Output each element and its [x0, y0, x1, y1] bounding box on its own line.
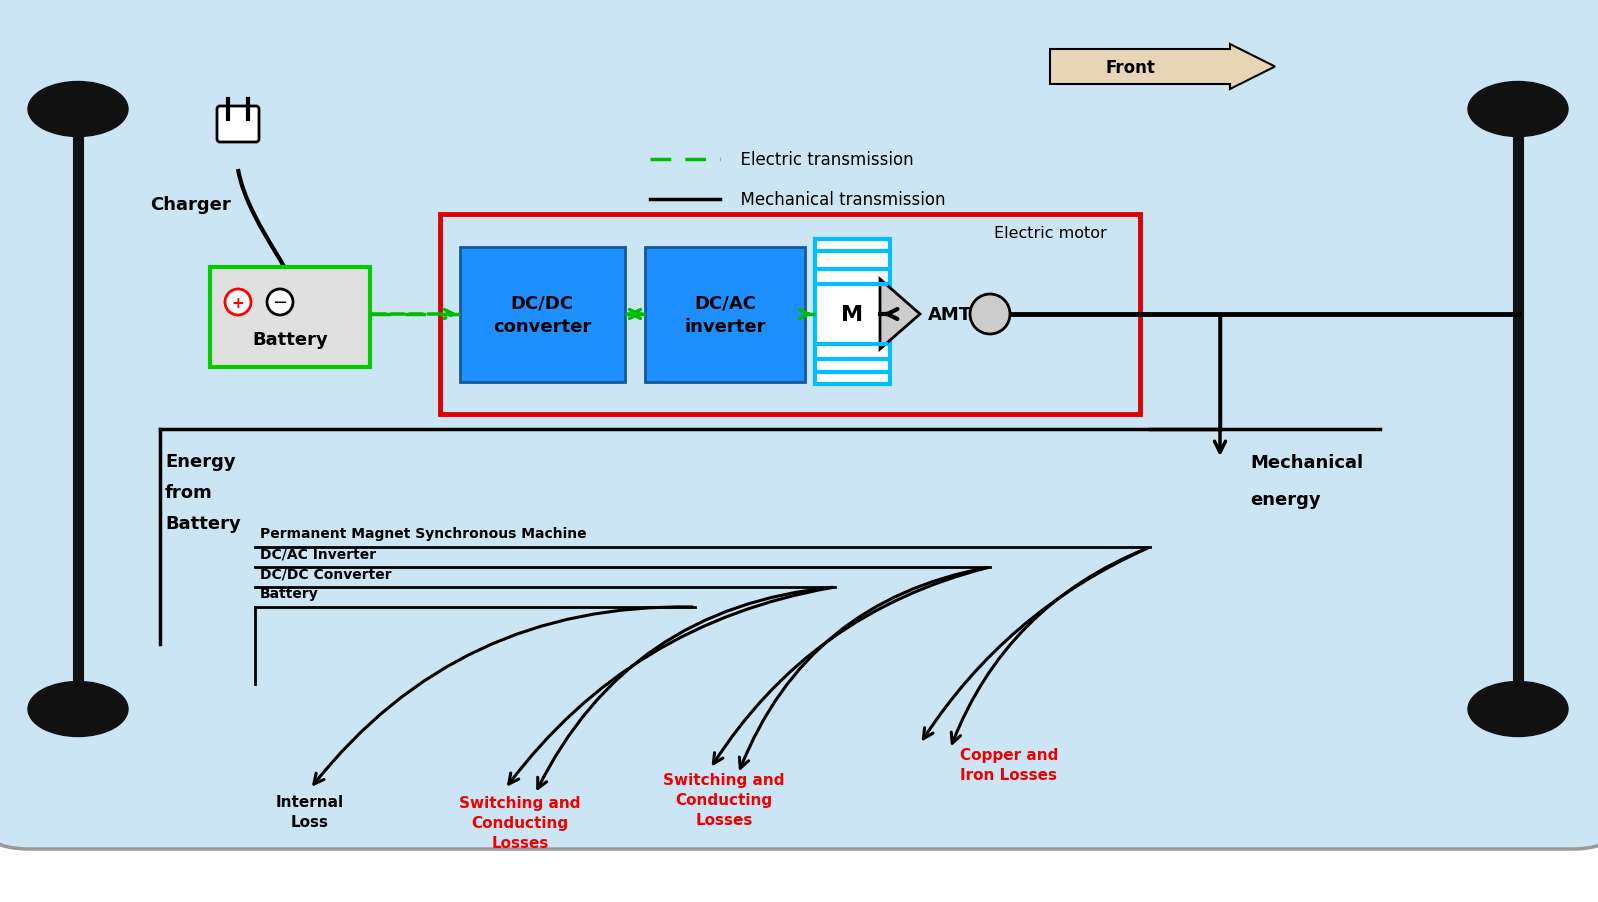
Circle shape — [970, 295, 1010, 335]
Ellipse shape — [29, 82, 128, 137]
Text: −: − — [272, 294, 288, 312]
Text: Battery: Battery — [165, 514, 241, 532]
Text: Switching and
Conducting
Losses: Switching and Conducting Losses — [663, 772, 785, 827]
Text: Charger: Charger — [150, 196, 230, 214]
Text: DC/AC Inverter: DC/AC Inverter — [260, 547, 376, 560]
Text: from: from — [165, 483, 213, 502]
FancyBboxPatch shape — [460, 248, 625, 382]
Text: energy: energy — [1250, 491, 1320, 509]
Ellipse shape — [1469, 82, 1568, 137]
FancyArrow shape — [1050, 45, 1275, 90]
FancyBboxPatch shape — [209, 268, 371, 368]
Circle shape — [225, 290, 251, 316]
Text: M: M — [841, 305, 863, 325]
Ellipse shape — [29, 682, 128, 737]
Text: Mechanical transmission: Mechanical transmission — [730, 191, 946, 208]
Text: Internal
Loss: Internal Loss — [276, 794, 344, 829]
Text: Switching and
Conducting
Losses: Switching and Conducting Losses — [459, 796, 580, 850]
Text: Battery: Battery — [252, 331, 328, 348]
FancyBboxPatch shape — [217, 106, 259, 143]
Text: Electric transmission: Electric transmission — [730, 151, 914, 169]
Text: +: + — [232, 295, 244, 310]
Text: Energy: Energy — [165, 453, 235, 471]
FancyBboxPatch shape — [0, 0, 1598, 849]
Text: Electric motor: Electric motor — [994, 226, 1106, 240]
Text: DC/AC
inverter: DC/AC inverter — [684, 294, 765, 336]
Text: Battery: Battery — [260, 586, 318, 601]
Text: DC/DC Converter: DC/DC Converter — [260, 566, 392, 580]
Text: DC/DC
converter: DC/DC converter — [492, 294, 591, 336]
Text: Copper and
Iron Losses: Copper and Iron Losses — [960, 747, 1058, 782]
Text: Permanent Magnet Synchronous Machine: Permanent Magnet Synchronous Machine — [260, 527, 586, 540]
FancyBboxPatch shape — [439, 215, 1139, 415]
FancyBboxPatch shape — [646, 248, 805, 382]
Ellipse shape — [1469, 682, 1568, 737]
Circle shape — [267, 290, 292, 316]
Text: Front: Front — [1106, 59, 1155, 77]
Text: Mechanical: Mechanical — [1250, 454, 1363, 472]
Text: AMT: AMT — [928, 306, 972, 324]
Polygon shape — [880, 280, 920, 350]
FancyBboxPatch shape — [815, 240, 890, 384]
